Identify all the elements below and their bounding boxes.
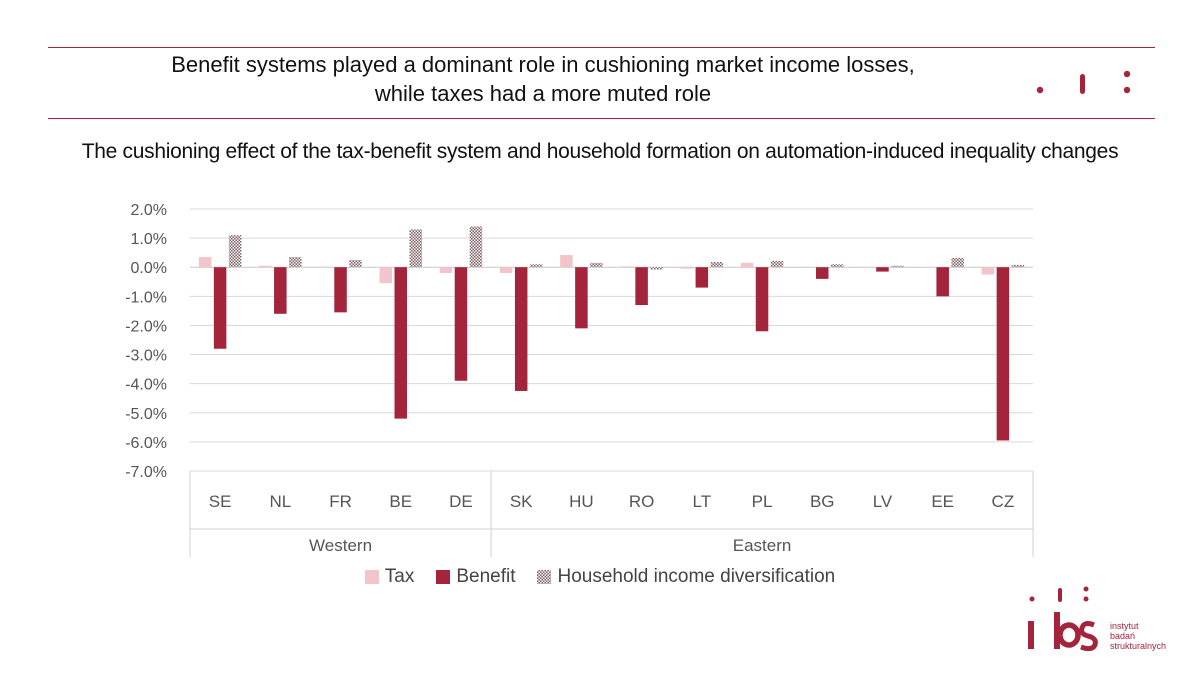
bar-tax-lt <box>680 267 694 269</box>
legend-label: Benefit <box>456 566 516 587</box>
bar-household-income-diversification-bg <box>831 264 844 268</box>
y-tick-label: 2.0% <box>131 202 167 219</box>
bar-benefit-ro <box>635 267 648 306</box>
title-line-2: while taxes had a more muted role <box>374 81 712 106</box>
x-tick-label: BG <box>810 492 835 511</box>
legend-label: Tax <box>384 566 415 587</box>
bar-benefit-hu <box>575 267 588 329</box>
bar-household-income-diversification-nl <box>289 257 302 268</box>
legend-item-household-income-diversification: Household income diversification <box>537 566 835 588</box>
bar-benefit-pl <box>755 267 769 332</box>
bar-household-income-diversification-lv <box>891 265 904 268</box>
chart-legend: Tax Benefit Household income diversificati… <box>0 566 1200 588</box>
bar-tax-be <box>379 267 392 284</box>
bar-tax-lv <box>861 267 874 268</box>
bar-tax-ro <box>620 266 633 268</box>
bar-benefit-be <box>394 267 407 419</box>
y-tick-label: -5.0% <box>125 406 167 423</box>
y-tick-label: 1.0% <box>131 231 167 248</box>
bar-household-income-diversification-de <box>469 226 483 268</box>
y-tick-label: -3.0% <box>125 348 167 365</box>
x-tick-label: SE <box>209 492 232 511</box>
x-tick-label: RO <box>629 492 655 511</box>
x-tick-label: DE <box>449 492 473 511</box>
x-tick-label: LT <box>693 492 712 511</box>
bar-benefit-se <box>213 267 227 349</box>
bar-benefit-ee <box>936 267 949 297</box>
logo-line-1: instytut <box>1110 621 1139 631</box>
logo-text: instytut badań strukturalnych <box>1110 621 1166 651</box>
x-tick-label: PL <box>752 492 773 511</box>
bar-household-income-diversification-se <box>228 235 242 268</box>
legend-item-tax: Tax <box>364 566 415 588</box>
y-tick-label: -1.0% <box>125 289 167 306</box>
bar-tax-hu <box>560 254 573 268</box>
x-tick-label: HU <box>569 492 594 511</box>
bar-benefit-lt <box>695 267 709 288</box>
bar-benefit-lv <box>876 267 889 272</box>
brand-mark-icon <box>1036 70 1131 94</box>
x-tick-label: NL <box>269 492 291 511</box>
x-tick-label: SK <box>510 492 533 511</box>
header-rule-top <box>48 47 1155 48</box>
ibs-logo <box>1028 586 1098 652</box>
x-tick-label: EE <box>931 492 954 511</box>
bar-tax-se <box>198 257 212 268</box>
bar-benefit-nl <box>274 267 287 314</box>
bar-tax-ee <box>921 267 934 268</box>
bar-benefit-bg <box>816 267 829 279</box>
legend-label: Household income diversification <box>557 566 836 587</box>
group-label-western: Western <box>309 536 372 555</box>
y-tick-label: -4.0% <box>125 377 167 394</box>
title-line-1: Benefit systems played a dominant role i… <box>171 52 915 77</box>
bar-tax-de <box>439 267 453 274</box>
header-rule-bottom <box>48 118 1155 119</box>
logo-line-3: strukturalnych <box>1110 641 1167 651</box>
bar-benefit-sk <box>514 267 528 391</box>
legend-swatch <box>537 570 552 584</box>
x-tick-label: FR <box>329 492 352 511</box>
legend-swatch <box>364 570 379 584</box>
bar-household-income-diversification-fr <box>349 259 362 268</box>
group-label-eastern: Eastern <box>733 536 792 555</box>
legend-item-benefit: Benefit <box>436 566 515 588</box>
bar-household-income-diversification-lt <box>710 261 724 268</box>
bar-tax-bg <box>801 267 814 268</box>
bar-tax-fr <box>319 266 332 268</box>
bar-tax-sk <box>499 267 513 274</box>
bar-tax-pl <box>740 262 754 268</box>
bar-household-income-diversification-be <box>409 229 422 268</box>
bar-benefit-de <box>454 267 468 381</box>
bar-tax-nl <box>259 265 272 268</box>
chart-area: 2.0% 1.0% 0.0% -1.0% -2.0% -3.0% -4.0% -5.0% -6.… <box>125 202 1034 557</box>
page-title: Benefit systems played a dominant role i… <box>48 50 1038 108</box>
bar-household-income-diversification-pl <box>770 260 784 268</box>
bar-household-income-diversification-ee <box>951 257 964 268</box>
y-tick-label: -7.0% <box>125 464 167 481</box>
y-tick-label: -2.0% <box>125 318 167 335</box>
x-tick-label: BE <box>389 492 412 511</box>
bar-benefit-cz <box>996 267 1010 441</box>
bar-benefit-fr <box>334 267 347 313</box>
bar-household-income-diversification-ro <box>650 267 663 270</box>
bar-household-income-diversification-sk <box>529 264 543 268</box>
y-tick-label: 0.0% <box>131 260 167 277</box>
bar-household-income-diversification-cz <box>1011 264 1025 268</box>
logo-line-2: badań <box>1110 631 1136 641</box>
chart-subtitle: The cushioning effect of the tax-benefit… <box>81 140 1119 163</box>
bar-household-income-diversification-hu <box>590 262 603 268</box>
x-tick-label: LV <box>873 492 893 511</box>
y-tick-label: -6.0% <box>125 435 167 452</box>
bar-tax-cz <box>981 267 995 275</box>
x-tick-label: CZ <box>992 492 1015 511</box>
legend-swatch <box>436 570 451 584</box>
